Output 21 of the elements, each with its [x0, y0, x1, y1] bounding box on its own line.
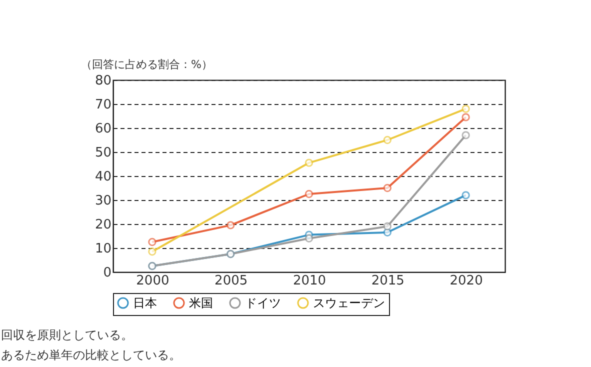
legend-label: 米国	[189, 296, 213, 310]
x-tick-label: 2000	[136, 274, 170, 288]
text: 回収を原則としている。	[1, 328, 133, 342]
x-tick-label: 2010	[292, 274, 326, 288]
y-axis-title: （回答に占める割合：%）	[81, 58, 212, 71]
y-tick-label: 40	[94, 170, 112, 184]
x-tick-label: 2015	[371, 274, 404, 288]
legend-label: ドイツ	[245, 296, 281, 310]
y-tick-label: 10	[94, 242, 112, 256]
y-tick-label: 0	[103, 266, 112, 280]
x-tick-label: 2005	[214, 274, 248, 288]
y-tick-label: 30	[94, 194, 112, 208]
y-tick-label: 80	[94, 74, 112, 88]
legend-label: スウェーデン	[313, 296, 385, 310]
y-tick-label: 50	[94, 146, 112, 160]
text: あるため単年の比較としている。	[1, 348, 181, 362]
y-tick-label: 60	[94, 122, 112, 136]
x-tick-label: 2020	[450, 274, 483, 288]
y-tick-label: 70	[94, 98, 112, 112]
legend-label: 日本	[133, 296, 157, 310]
y-tick-label: 20	[94, 218, 112, 232]
